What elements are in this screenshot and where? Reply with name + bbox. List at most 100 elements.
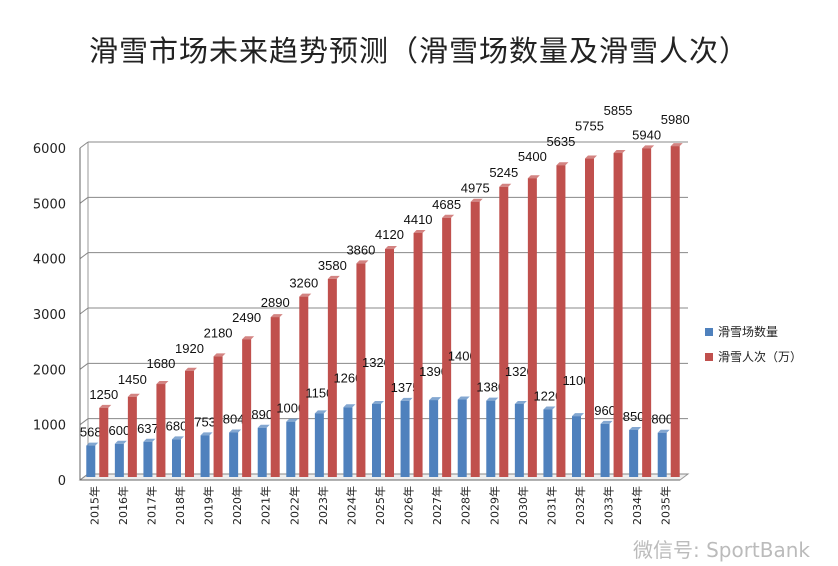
bar-top	[172, 436, 184, 440]
bar-top	[413, 229, 426, 233]
x-tick-label: 2022年	[287, 486, 301, 525]
x-tick-label: 2015年	[87, 486, 101, 525]
bar-top	[499, 183, 512, 187]
bar	[486, 400, 496, 477]
bar	[286, 421, 296, 477]
y-tick-label: 1000	[33, 419, 66, 434]
data-label: 2490	[232, 310, 261, 325]
data-label: 5980	[661, 112, 690, 127]
bar	[156, 384, 166, 477]
bar-top	[327, 275, 340, 279]
bar-top	[257, 424, 270, 428]
bar-top	[556, 162, 569, 166]
bar-top	[600, 420, 613, 424]
bar	[314, 413, 324, 477]
data-label: 680	[166, 418, 188, 433]
data-label: 1920	[175, 341, 204, 356]
bar	[629, 429, 639, 477]
data-label: 1450	[118, 372, 147, 387]
bar-top	[185, 367, 197, 371]
bar-top	[242, 336, 255, 340]
bar	[99, 407, 109, 477]
data-label: 1320	[362, 355, 391, 370]
bar-top	[127, 393, 140, 397]
data-label: 4975	[461, 181, 490, 196]
bar	[185, 370, 194, 477]
data-label: 1400	[448, 349, 477, 364]
data-label: 5755	[575, 119, 604, 134]
x-tick-label: 2033年	[602, 486, 616, 525]
data-label: 890	[251, 407, 273, 422]
data-label: 960	[594, 403, 616, 418]
bar	[657, 432, 667, 477]
data-label: 5940	[632, 127, 661, 142]
x-tick-label: 2024年	[344, 486, 358, 525]
y-tick-label: 5000	[33, 197, 66, 212]
bar	[600, 423, 610, 477]
bar	[572, 416, 581, 477]
bar-top	[299, 293, 312, 297]
bar	[642, 148, 652, 477]
data-label: 1320	[505, 364, 534, 379]
bar	[613, 153, 623, 478]
chart-title: 滑雪市场未来趋势预测（滑雪场数量及滑雪人次）	[88, 34, 749, 68]
x-tick-label: 2035年	[659, 486, 673, 525]
x-tick-label: 2027年	[430, 486, 444, 525]
bar-top	[286, 418, 299, 422]
bar	[543, 409, 553, 477]
bar	[356, 263, 366, 477]
bar-top	[613, 150, 626, 154]
bar-top	[514, 400, 527, 404]
bar	[172, 439, 181, 477]
bar	[343, 407, 353, 477]
data-label: 4120	[375, 227, 404, 242]
data-label: 1000	[276, 401, 305, 416]
bar-top	[629, 426, 642, 430]
x-tick-label: 2025年	[373, 486, 387, 525]
bar-top	[385, 246, 397, 250]
bar	[514, 403, 524, 477]
y-tick-label: 4000	[33, 253, 66, 268]
legend-swatch	[705, 353, 713, 361]
data-label: 3260	[289, 276, 318, 291]
data-label: 4685	[432, 197, 461, 212]
bar	[400, 400, 410, 477]
bar	[86, 445, 96, 477]
bar-top	[343, 404, 356, 408]
data-label: 1220	[533, 388, 562, 403]
bar	[200, 435, 210, 477]
bar-top	[585, 155, 597, 159]
data-label: 1390	[419, 364, 448, 379]
y-tick-label: 2000	[33, 363, 66, 378]
bar	[585, 158, 594, 477]
watermark: 微信号: SportBank	[632, 538, 810, 562]
data-label: 600	[109, 423, 131, 438]
bar	[143, 441, 153, 477]
bar	[385, 249, 394, 477]
bar-top	[642, 145, 655, 149]
bar	[457, 399, 467, 477]
bar-top	[86, 442, 99, 446]
bar-top	[99, 404, 112, 408]
bar	[327, 278, 337, 477]
data-label: 1260	[333, 370, 362, 385]
bar	[242, 339, 252, 477]
x-tick-label: 2032年	[573, 486, 587, 525]
bar	[229, 432, 239, 477]
bar	[442, 217, 452, 477]
bar-top	[314, 410, 327, 414]
x-tick-label: 2031年	[544, 486, 558, 525]
data-label: 4410	[404, 212, 433, 227]
data-label: 1380	[476, 380, 505, 395]
x-tick-label: 2023年	[316, 486, 330, 525]
bar-top	[457, 396, 470, 400]
x-tick-label: 2021年	[259, 486, 273, 525]
bar-top	[572, 413, 584, 417]
bar	[429, 400, 439, 477]
data-label: 1680	[146, 356, 175, 371]
bar-top	[143, 438, 156, 442]
gridline-diag	[79, 362, 89, 370]
x-tick-label: 2026年	[402, 486, 416, 525]
